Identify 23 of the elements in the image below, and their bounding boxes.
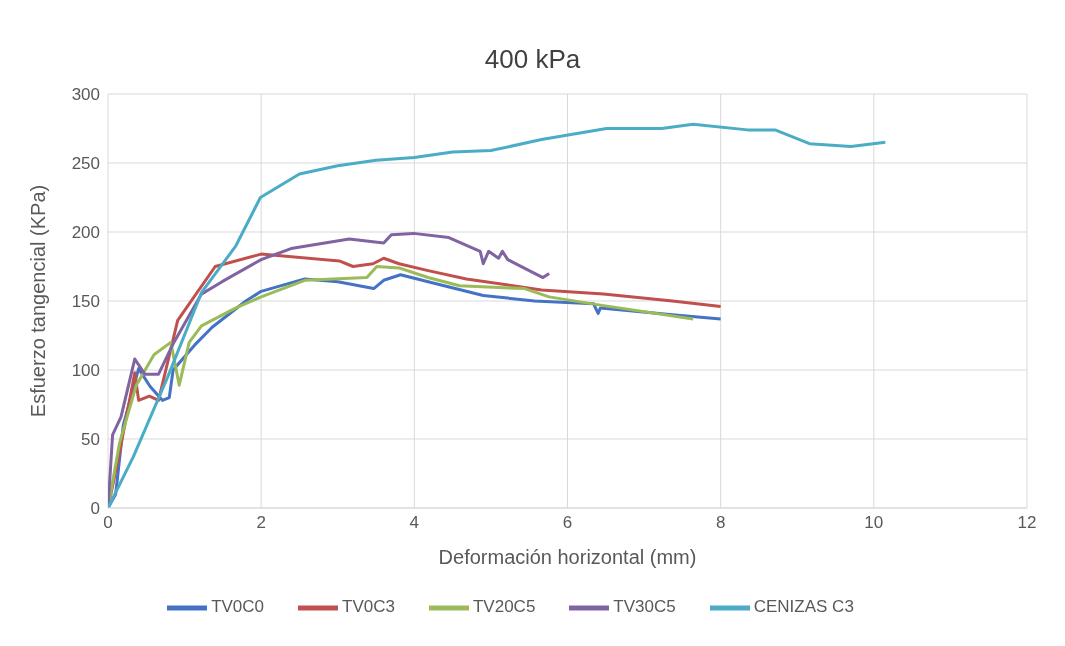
y-axis-title: Esfuerzo tangencial (KPa): [27, 184, 50, 418]
legend-label: CENIZAS C3: [753, 597, 854, 617]
x-tick-label: 4: [409, 513, 420, 533]
x-tick-label: 0: [103, 513, 113, 533]
y-tick-label: 100: [71, 361, 100, 381]
legend-label: TV0C0: [211, 597, 265, 617]
chart-title: 400 kPa: [483, 43, 582, 76]
x-axis-title: Deformación horizontal (mm): [438, 546, 697, 568]
y-tick-label: 200: [71, 223, 100, 243]
y-tick-label: 250: [71, 154, 100, 174]
legend-label: TV0C3: [342, 597, 395, 617]
legend-label: TV20C5: [472, 597, 536, 617]
x-tick-label: 10: [864, 513, 884, 533]
y-tick-label: 0: [90, 499, 100, 519]
y-tick-label: 50: [81, 430, 100, 450]
x-tick-label: 2: [256, 513, 266, 533]
y-tick-label: 150: [71, 292, 100, 312]
x-tick-label: 8: [715, 513, 726, 533]
legend-label: TV30C5: [613, 597, 676, 617]
y-tick-label: 300: [71, 85, 100, 105]
line-series: [108, 122, 887, 508]
x-tick-label: 12: [1017, 513, 1037, 533]
x-tick-label: 6: [562, 513, 573, 533]
